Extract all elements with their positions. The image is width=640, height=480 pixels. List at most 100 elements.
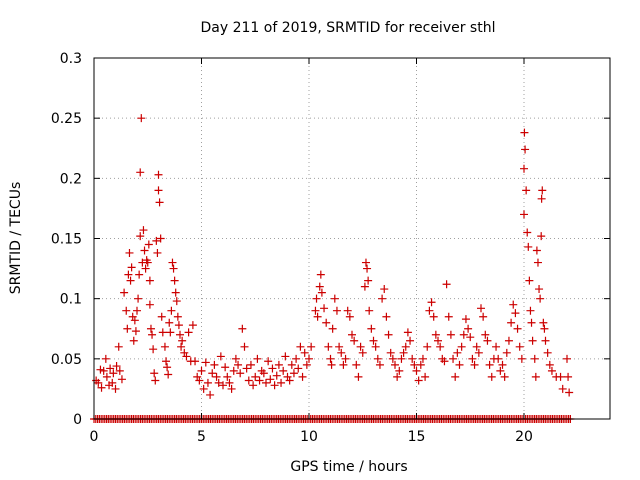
data-point (249, 381, 258, 390)
data-point (502, 348, 511, 357)
data-point (380, 285, 389, 294)
data-point (298, 372, 307, 381)
data-point (176, 330, 184, 339)
data-point (481, 330, 490, 339)
data-point (468, 354, 477, 363)
data-point (311, 306, 320, 315)
data-point (126, 276, 135, 285)
data-point (164, 370, 173, 379)
data-point (535, 285, 544, 294)
data-point (210, 360, 219, 369)
data-point (335, 342, 344, 351)
data-point (522, 186, 531, 195)
data-point (274, 360, 283, 369)
data-point (531, 372, 540, 381)
x-tick-label: 20 (515, 429, 533, 445)
data-point (320, 304, 329, 313)
data-point (255, 376, 264, 385)
data-point (520, 164, 528, 173)
data-point (251, 372, 260, 381)
data-point (527, 318, 536, 327)
y-tick-label: 0.2 (60, 171, 82, 187)
y-tick-label: 0 (73, 412, 82, 428)
data-point (227, 384, 236, 393)
data-point (285, 376, 294, 385)
data-point (418, 354, 427, 363)
data-point (472, 342, 481, 351)
y-axis-label: SRMTID / TECUs (8, 182, 24, 295)
data-point (461, 315, 470, 324)
data-point (406, 336, 415, 345)
x-tick-label: 15 (408, 429, 426, 445)
data-point (485, 360, 494, 369)
data-point (97, 383, 106, 392)
data-point (134, 294, 143, 303)
data-point (262, 378, 270, 387)
tick-labels: 0 5 10 15 20 0 0.05 0.1 0.15 0.2 0.25 0.3 (51, 51, 533, 445)
data-point (300, 348, 309, 357)
y-tick-label: 0.3 (60, 51, 82, 67)
data-point (532, 246, 541, 255)
data-point (99, 366, 108, 375)
data-point (449, 354, 458, 363)
data-point (199, 384, 208, 393)
data-point (283, 372, 292, 381)
data-point (358, 348, 367, 357)
data-point (511, 309, 520, 318)
data-point (305, 354, 313, 363)
data-point (272, 371, 281, 380)
data-point (494, 354, 503, 363)
data-point (442, 280, 451, 289)
data-point (135, 270, 144, 279)
data-point (509, 300, 518, 309)
data-point (136, 168, 145, 177)
data-point (170, 276, 179, 285)
data-point (225, 378, 234, 387)
data-point (350, 336, 359, 345)
data-point (316, 270, 325, 279)
data-point (279, 366, 288, 375)
data-point (367, 324, 376, 333)
data-point (429, 312, 438, 321)
data-point (352, 360, 361, 369)
data-point (523, 228, 532, 237)
data-point (216, 352, 225, 361)
data-point (364, 276, 373, 285)
data-point (108, 378, 117, 387)
data-point (144, 240, 153, 249)
data-point (193, 372, 202, 381)
data-point (326, 354, 335, 363)
data-point (223, 372, 232, 381)
data-point (500, 372, 509, 381)
data-point (149, 345, 158, 354)
data-point (129, 336, 138, 345)
data-point (545, 360, 554, 369)
data-point (246, 360, 255, 369)
data-point (184, 328, 193, 337)
data-point (470, 360, 479, 369)
data-point (375, 360, 384, 369)
data-point (337, 348, 346, 357)
data-point (154, 186, 163, 195)
axis-ticks (93, 57, 610, 420)
data-point (268, 364, 277, 373)
x-tick-label: 5 (197, 429, 206, 445)
data-point (140, 246, 149, 255)
data-point (363, 264, 372, 273)
data-point (236, 369, 245, 378)
data-point (487, 372, 496, 381)
data-point (345, 312, 354, 321)
data-point (178, 336, 187, 345)
y-tick-label: 0.1 (60, 292, 82, 308)
data-point (317, 288, 326, 297)
data-point (294, 364, 303, 373)
data-point (163, 363, 172, 372)
data-point (139, 226, 148, 235)
data-point (131, 327, 140, 336)
data-point (515, 342, 524, 351)
data-point (520, 128, 529, 137)
data-point (152, 236, 161, 245)
data-point (141, 264, 150, 273)
data-point (365, 306, 374, 315)
data-point (543, 348, 552, 357)
